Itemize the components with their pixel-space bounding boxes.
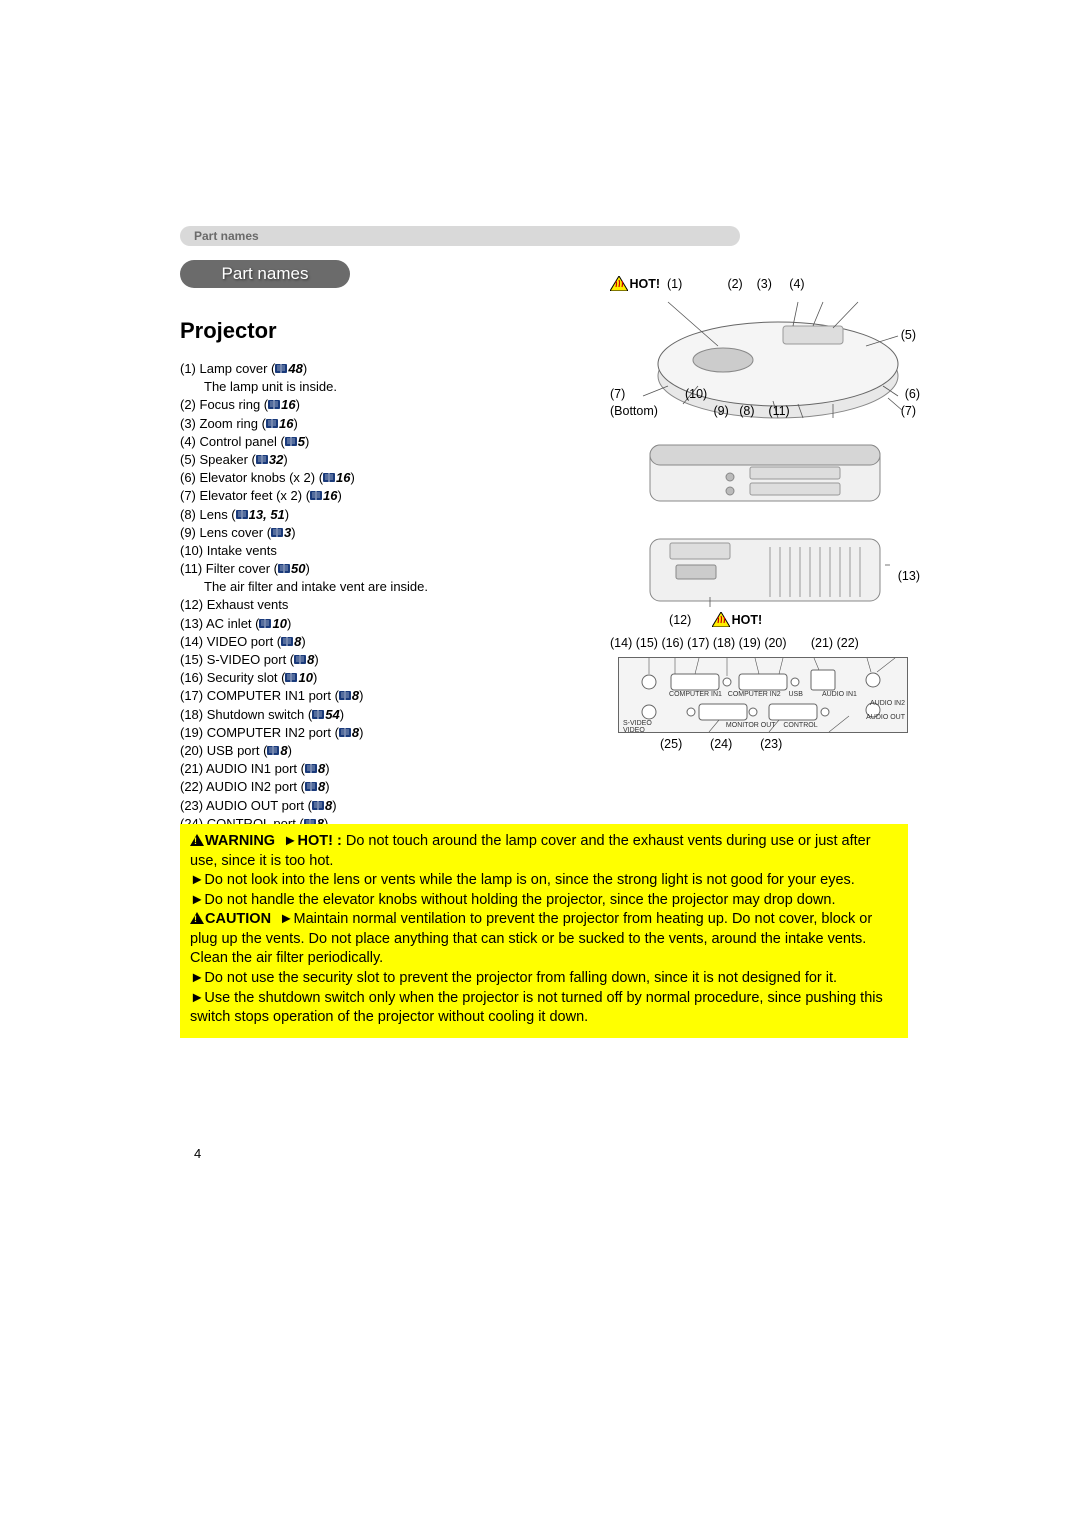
rear-bottom-callouts: (25) (24) (23) [610,737,920,752]
rear-top-callouts: (14) (15) (16) (17) (18) (19) (20) (21) … [610,636,920,651]
diagram-area: HOT! (1) (2) (3) (4) [610,276,920,754]
page-number: 4 [194,1146,201,1161]
warning-box: WARNING ►HOT! : Do not touch around the … [180,824,908,1038]
projector-front-view-1 [640,427,890,517]
breadcrumb-bar: Part names [180,226,740,246]
part-item: (22) AUDIO IN2 port (8) [180,778,908,796]
part-item: (23) AUDIO OUT port (8) [180,797,908,815]
manual-page: Part names Part names Projector (1) Lamp… [180,226,908,851]
section-badge: Part names [180,260,350,288]
diagram-top-callouts: HOT! (1) (2) (3) (4) [610,276,920,292]
part-item: (21) AUDIO IN1 port (8) [180,760,908,778]
caution-icon [190,912,204,924]
rear-connector-panel: COMPUTER IN1 COMPUTER IN2 USB AUDIO IN1 … [618,657,908,733]
projector-rear-view [640,525,890,615]
breadcrumb: Part names [194,229,259,243]
warning-icon [190,834,204,846]
